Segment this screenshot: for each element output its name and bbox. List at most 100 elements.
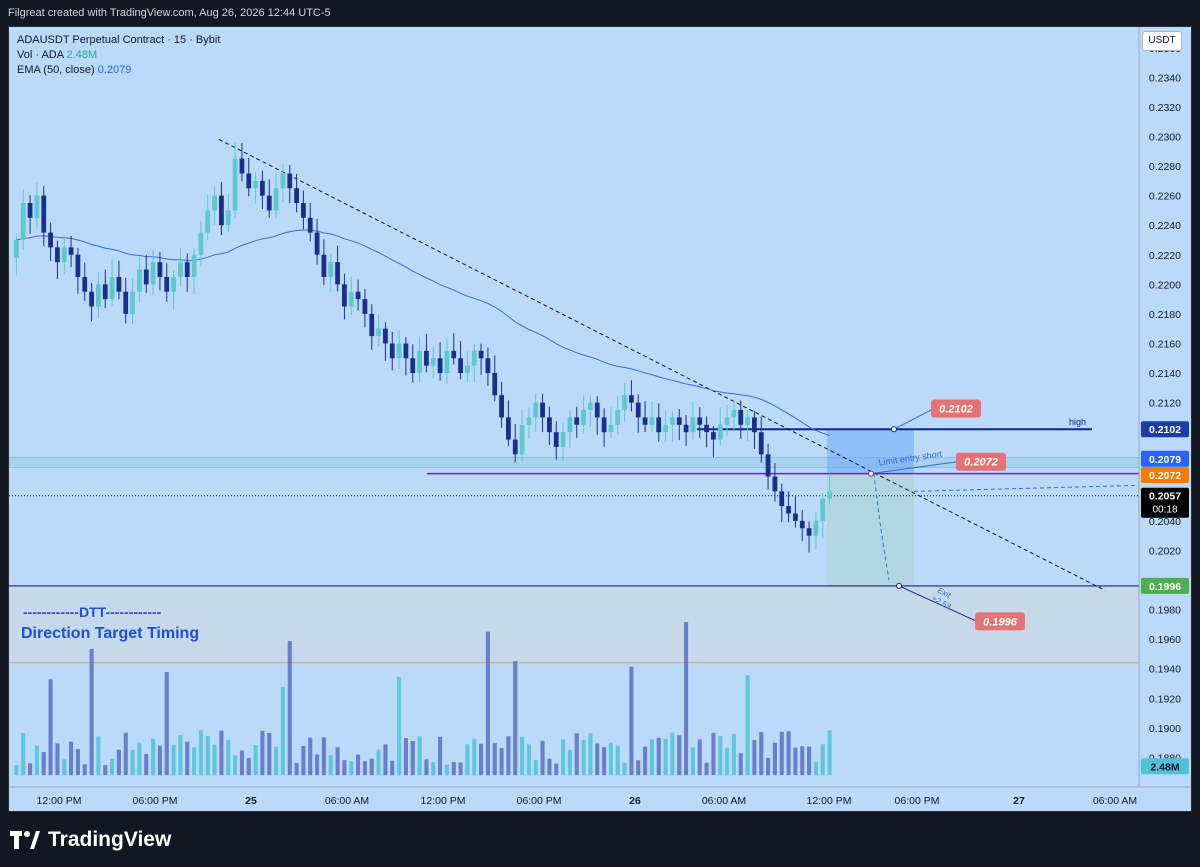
volume-bar <box>472 738 477 776</box>
brand-name: TradingView <box>48 828 172 851</box>
volume-bar <box>82 764 87 776</box>
volume-bar <box>444 764 449 776</box>
axis-entry-badge: 0.2072 <box>1141 467 1189 484</box>
candle-body <box>697 417 703 425</box>
high-price-label: 0.2102 <box>931 399 981 418</box>
candle-body <box>471 350 477 366</box>
legend-ema: EMA (50, close) 0.2079 <box>17 63 220 78</box>
candle-body <box>178 262 183 277</box>
currency-button[interactable]: USDT <box>1142 31 1182 51</box>
candle-body <box>676 417 682 425</box>
candle-body <box>581 410 586 425</box>
candle-body <box>574 417 580 425</box>
candle-body <box>20 203 26 240</box>
candle-body <box>424 350 429 366</box>
volume-bar <box>506 736 511 776</box>
axis-current-badge: 0.2057 00:18 <box>1141 487 1189 518</box>
volume-bar <box>479 743 484 776</box>
position-reward-zone <box>827 473 914 586</box>
volume-bar <box>677 735 682 776</box>
exit-price-label-bg <box>975 612 1025 631</box>
volume-bar <box>233 755 238 776</box>
volume-bar <box>294 762 299 776</box>
volume-bar <box>431 762 436 776</box>
dtt-subtitle: Direction Target Timing <box>21 625 199 642</box>
y-tick-label: 0.2220 <box>1149 250 1181 262</box>
volume-bar <box>137 742 142 776</box>
volume-bar <box>192 747 197 776</box>
legend-symbol[interactable]: ADAUSDT Perpetual Contract · 15 · Bybit <box>17 34 221 46</box>
candle-body <box>355 291 361 300</box>
volume-bar <box>574 733 579 776</box>
candle-body <box>813 520 819 536</box>
volume-bar <box>205 735 210 776</box>
candle-body <box>779 491 785 507</box>
candle-body <box>649 417 655 425</box>
volume-bar <box>561 739 566 776</box>
candle-body <box>635 402 641 418</box>
volume-bar <box>89 648 94 776</box>
candle-body <box>82 276 88 292</box>
volume-bar <box>670 732 675 776</box>
y-tick-label: 0.2300 <box>1149 131 1181 143</box>
y-tick-label: 0.2280 <box>1149 161 1181 173</box>
candle-body <box>61 247 67 263</box>
dtt-title: ------------DTT------------ <box>23 604 162 620</box>
volume-bar <box>718 735 723 776</box>
y-tick-label: 0.2320 <box>1149 102 1181 114</box>
candle-body <box>362 299 368 314</box>
entry-label-connector <box>870 461 958 475</box>
axis-entry-badge-text: 0.2072 <box>1149 470 1181 482</box>
candle-body <box>683 424 689 433</box>
volume-bar <box>157 745 162 776</box>
entry-price-label-text: 0.2072 <box>964 457 998 469</box>
volume-bar <box>438 736 443 776</box>
candle-body <box>219 195 224 226</box>
candle-body <box>765 454 771 477</box>
volume-bar <box>745 675 750 776</box>
volume-bar <box>554 763 559 776</box>
candle-body <box>786 506 791 514</box>
legend-volume-label: Vol · ADA <box>17 49 64 61</box>
x-tick-label: 25 <box>245 795 257 807</box>
candle-body <box>328 262 334 277</box>
axis-ema-badge-bg <box>1141 450 1189 467</box>
volume-bar <box>615 745 620 776</box>
volume-bar <box>813 762 818 776</box>
x-tick-label: 12:00 PM <box>421 795 466 807</box>
candle-body <box>615 410 621 425</box>
volume-bar <box>424 759 429 776</box>
candle-body <box>143 269 149 285</box>
candle-body <box>232 158 238 211</box>
volume-bar <box>390 760 395 776</box>
volume-bar <box>608 742 613 776</box>
candle-body <box>492 373 498 396</box>
candle-body <box>827 491 832 499</box>
candle-body <box>198 232 204 255</box>
candle-body <box>41 195 47 233</box>
candle-body <box>451 350 457 359</box>
legend-ema-label: EMA (50, close) <box>17 64 95 76</box>
candle-body <box>335 262 340 285</box>
candle-body <box>437 358 443 374</box>
y-tick-label: 0.2040 <box>1149 516 1181 528</box>
candle-body <box>266 195 272 211</box>
high-handle <box>891 426 897 433</box>
volume-bar <box>622 762 627 776</box>
axis-ema-badge: 0.2079 <box>1141 450 1189 467</box>
candle-body <box>642 417 648 425</box>
x-tick-label: 06:00 AM <box>702 795 746 807</box>
volume-bar <box>274 746 279 776</box>
x-tick-label: 06:00 AM <box>325 795 369 807</box>
volume-bar <box>62 759 67 776</box>
volume-bar <box>356 754 361 776</box>
chart-frame[interactable]: 0.2102 0.2072 0.1996 high Limit entry short E… <box>8 26 1192 812</box>
position-risk-zone <box>827 429 914 474</box>
candle-body <box>533 402 539 418</box>
volume-bar <box>513 661 518 776</box>
candle-body <box>280 173 286 189</box>
candle-body <box>553 432 559 447</box>
high-label-connector <box>893 408 935 430</box>
volume-bar <box>807 746 812 776</box>
